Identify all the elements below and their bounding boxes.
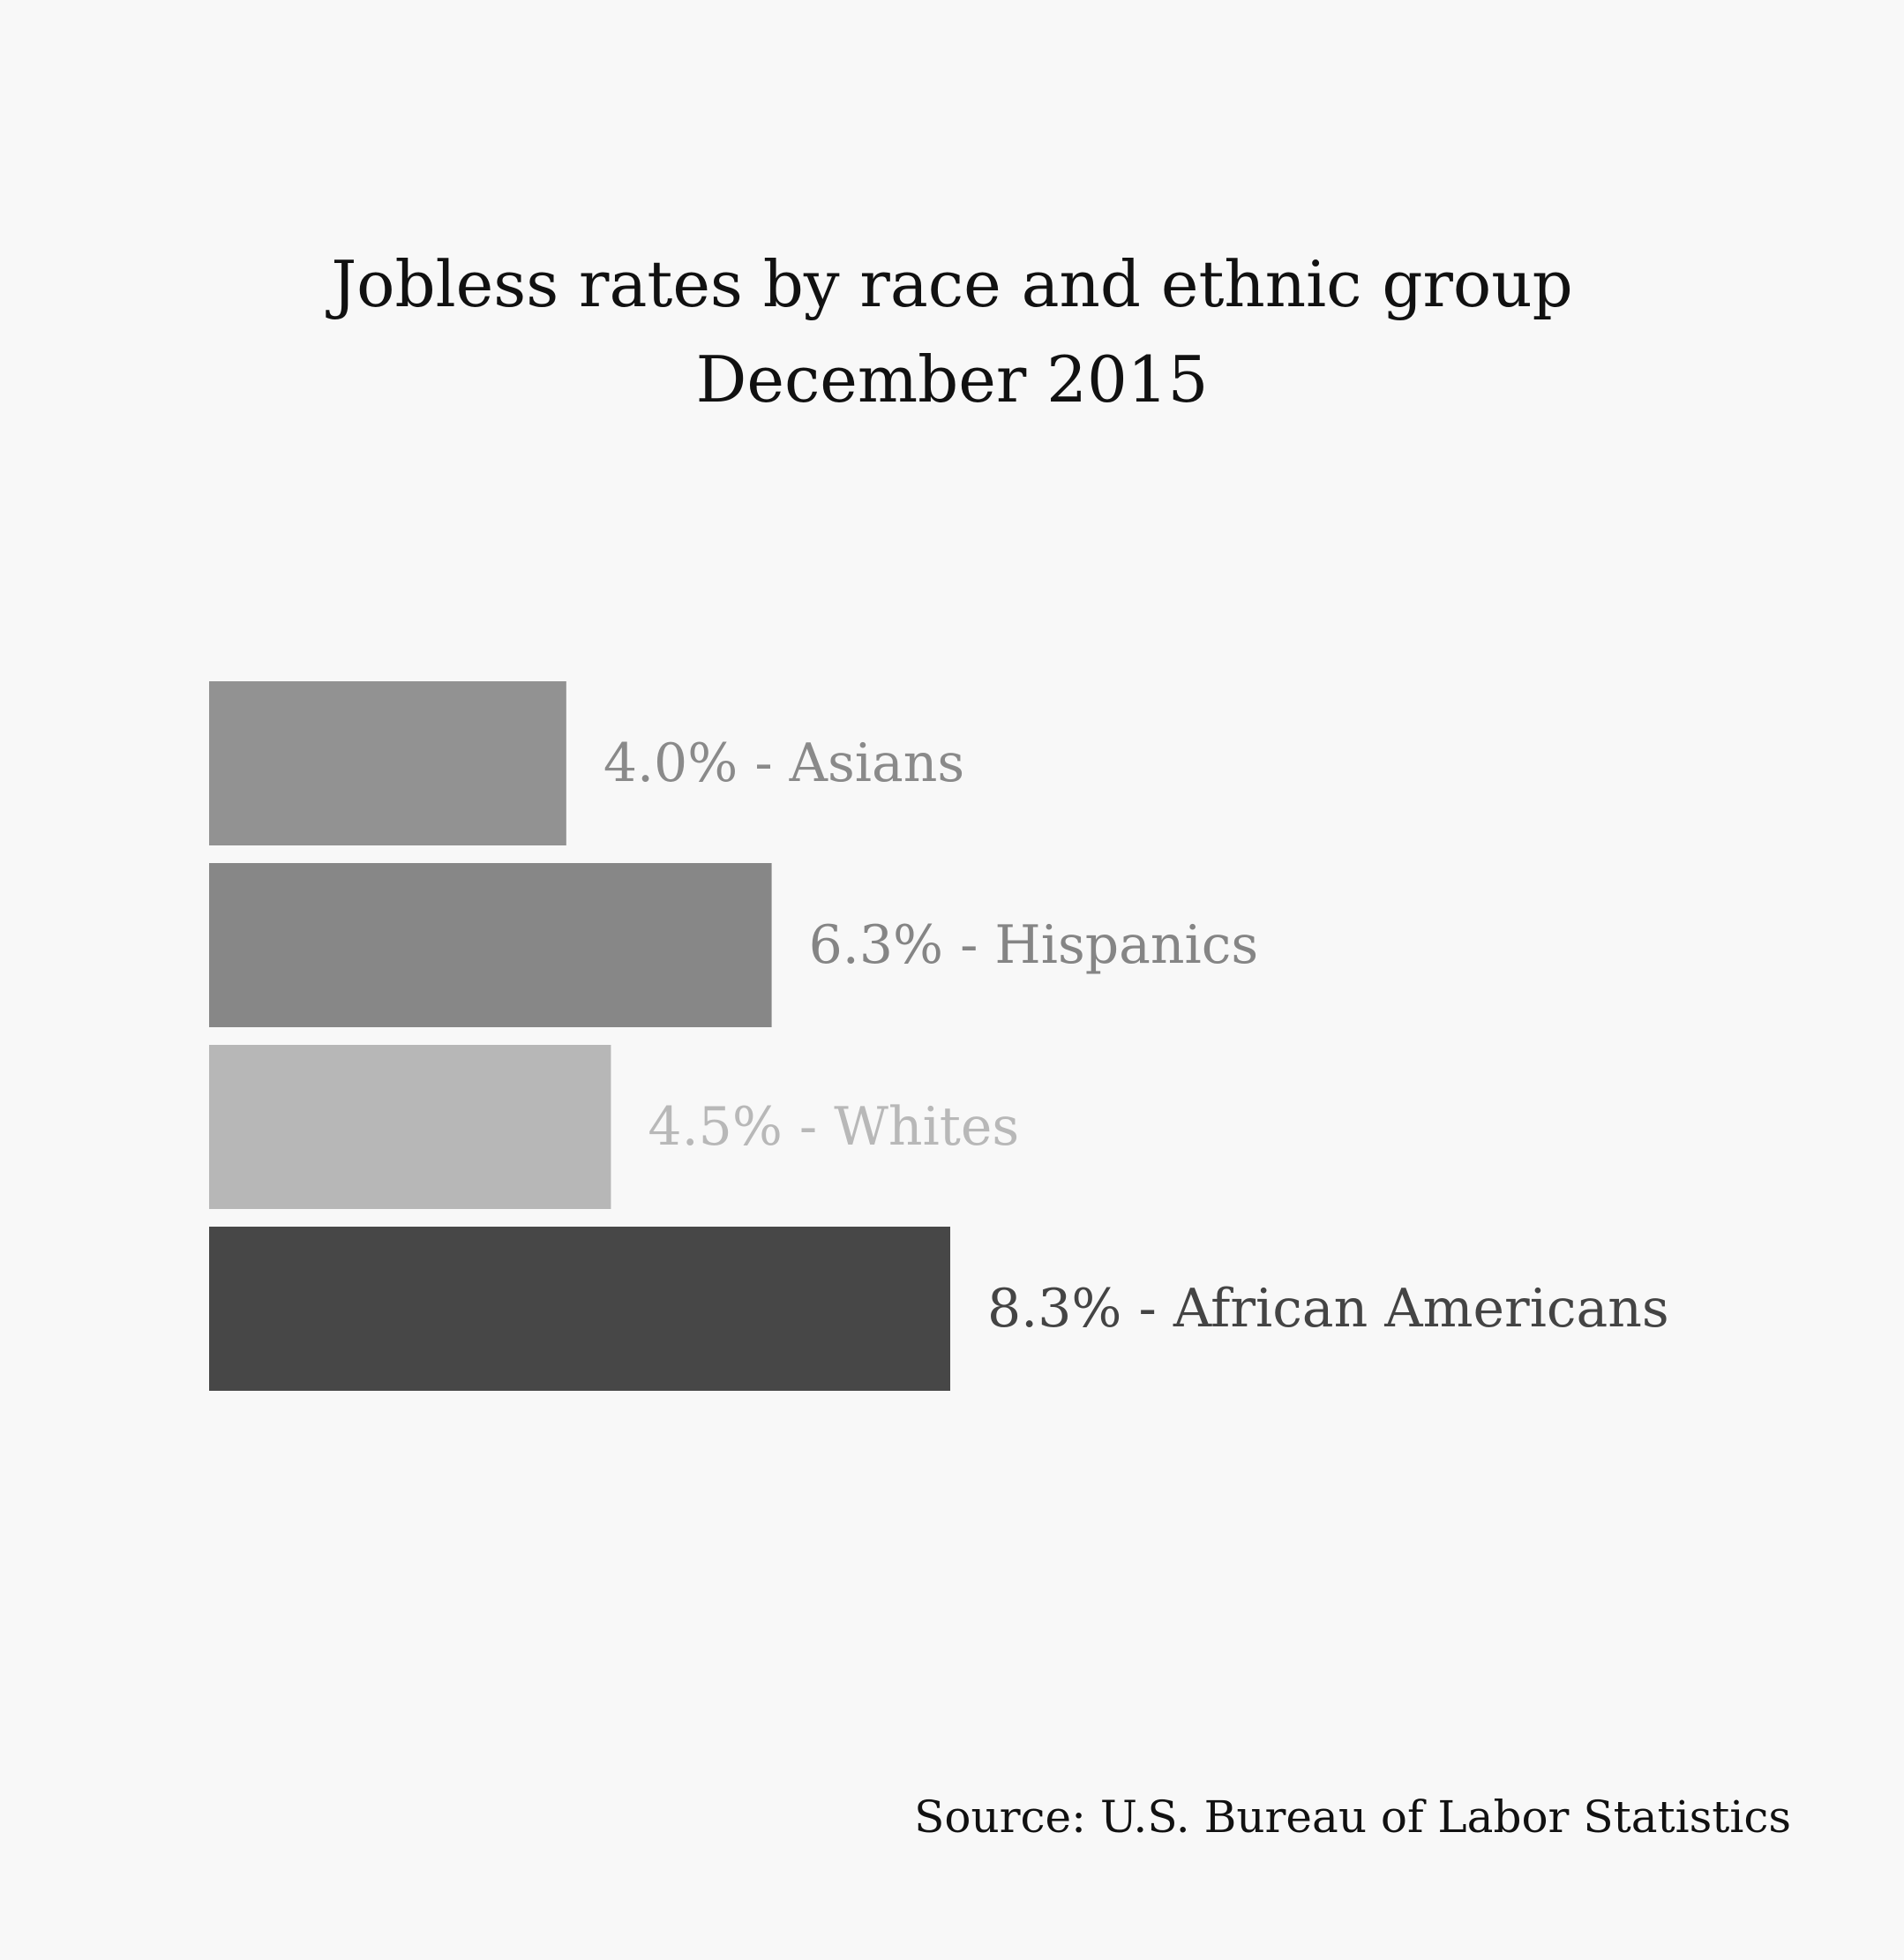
bar-african-americans — [209, 1227, 950, 1391]
chart-subtitle: December 2015 — [695, 342, 1209, 417]
bar-hispanics — [209, 863, 772, 1027]
bar-label-african-americans: 8.3% - African Americans — [987, 1278, 1669, 1340]
bar-label-hispanics: 6.3% - Hispanics — [809, 914, 1259, 976]
bar-whites — [209, 1045, 611, 1209]
chart-title: Jobless rates by race and ethnic group — [331, 247, 1573, 321]
source-note: Source: U.S. Bureau of Labor Statistics — [914, 1791, 1791, 1843]
bar-asians — [209, 681, 566, 845]
chart-title-block: Jobless rates by race and ethnic group D… — [0, 237, 1904, 427]
bar-label-whites: 4.5% - Whites — [648, 1096, 1019, 1158]
bar-label-asians: 4.0% - Asians — [603, 732, 964, 794]
